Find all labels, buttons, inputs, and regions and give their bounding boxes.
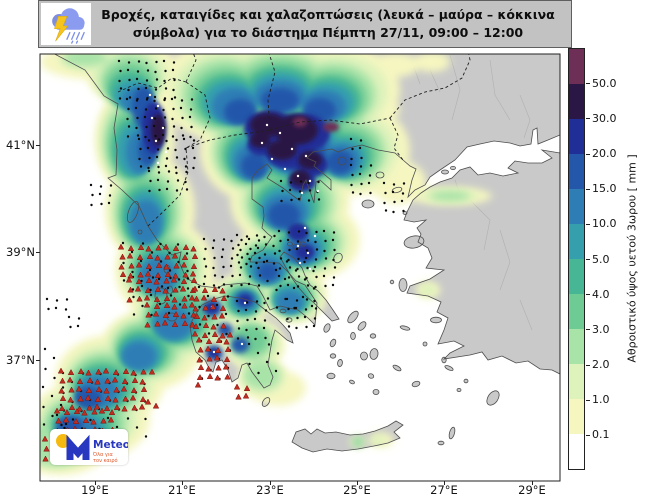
colorbar-tick-label: 4.0 xyxy=(592,287,610,301)
meteo-logo: Meteo Όλα για τον καιρό xyxy=(50,429,130,465)
colorbar-band-2 xyxy=(569,119,584,154)
colorbar xyxy=(568,48,585,470)
country-borders xyxy=(117,54,471,227)
colorbar-tick xyxy=(586,259,590,260)
precip-level-30-50 xyxy=(151,113,322,186)
x-tick-label: 29°E xyxy=(518,483,546,497)
colorbar-tick xyxy=(586,153,590,155)
logo-brand-text: Meteo xyxy=(93,439,128,451)
x-tick xyxy=(443,481,445,485)
x-tick xyxy=(269,481,271,485)
y-tick-label: 37°N xyxy=(6,353,35,367)
x-tick xyxy=(356,481,358,485)
colorbar-tick xyxy=(586,188,590,190)
colorbar-tick xyxy=(586,223,590,225)
colorbar-band-1 xyxy=(569,84,584,119)
colorbar-tick xyxy=(586,294,590,296)
x-tick-label: 25°E xyxy=(343,483,371,497)
colorbar-tick-label: 50.0 xyxy=(592,76,617,90)
precip-level->50 xyxy=(293,117,339,132)
colorbar-band-3 xyxy=(569,154,584,189)
y-tick xyxy=(36,252,40,253)
title-line-1: Βροχές, καταιγίδες και χαλαζοπτώσεις (λε… xyxy=(101,7,555,22)
colorbar-tick xyxy=(586,434,590,436)
map-frame-border xyxy=(39,53,561,482)
x-tick-label: 19°E xyxy=(81,483,109,497)
colorbar-tick-label: 30.0 xyxy=(592,111,617,125)
colorbar-band-4 xyxy=(569,189,584,224)
colorbar-band-6 xyxy=(569,259,584,294)
colorbar-band-0 xyxy=(569,49,584,84)
x-tick-label: 21°E xyxy=(168,483,196,497)
colorbar-tick xyxy=(586,399,590,401)
y-tick-label: 39°N xyxy=(6,245,35,259)
colorbar-tick xyxy=(586,118,590,120)
title-line-2: σύμβολα) για το διάστημα Πέμπτη 27/11, 0… xyxy=(132,25,524,40)
y-tick xyxy=(36,360,40,361)
x-tick xyxy=(531,481,533,485)
colorbar-tick-label: 15.0 xyxy=(592,182,617,196)
svg-text:Όλα για: Όλα για xyxy=(92,451,114,458)
colorbar-axis-label: Αθροιστικό ύψος υετού 3ωρου [ mm ] xyxy=(625,154,639,363)
colorbar-tick xyxy=(586,364,590,366)
colorbar-band-10 xyxy=(569,399,584,434)
page-title: Βροχές, καταιγίδες και χαλαζοπτώσεις (λε… xyxy=(91,6,571,42)
svg-text:τον καιρό: τον καιρό xyxy=(93,457,118,464)
x-tick xyxy=(94,481,96,485)
x-tick-label: 27°E xyxy=(430,483,458,497)
storm-cloud-icon xyxy=(41,3,91,45)
x-tick-label: 23°E xyxy=(256,483,284,497)
x-tick xyxy=(181,481,183,485)
colorbar-band-8 xyxy=(569,329,584,364)
colorbar-band-5 xyxy=(569,224,584,259)
colorbar-band-7 xyxy=(569,294,584,329)
colorbar-tick-label: 3.0 xyxy=(592,322,610,336)
colorbar-tick-label: 0.1 xyxy=(592,428,610,442)
y-tick xyxy=(36,145,40,146)
colorbar-tick-label: 5.0 xyxy=(592,252,610,266)
y-tick-label: 41°N xyxy=(6,138,35,152)
colorbar-tick-label: 2.0 xyxy=(592,358,610,371)
colorbar-band-11 xyxy=(569,434,584,469)
colorbar-tick-label: 10.0 xyxy=(592,217,617,231)
colorbar-tick-label: 1.0 xyxy=(592,393,610,407)
colorbar-tick-label: 20.0 xyxy=(592,147,617,160)
logo-m-icon xyxy=(66,434,90,460)
colorbar-band-9 xyxy=(569,364,584,399)
colorbar-tick xyxy=(586,329,590,331)
colorbar-tick xyxy=(586,83,590,85)
title-bar: Βροχές, καταιγίδες και χαλαζοπτώσεις (λε… xyxy=(38,0,572,48)
